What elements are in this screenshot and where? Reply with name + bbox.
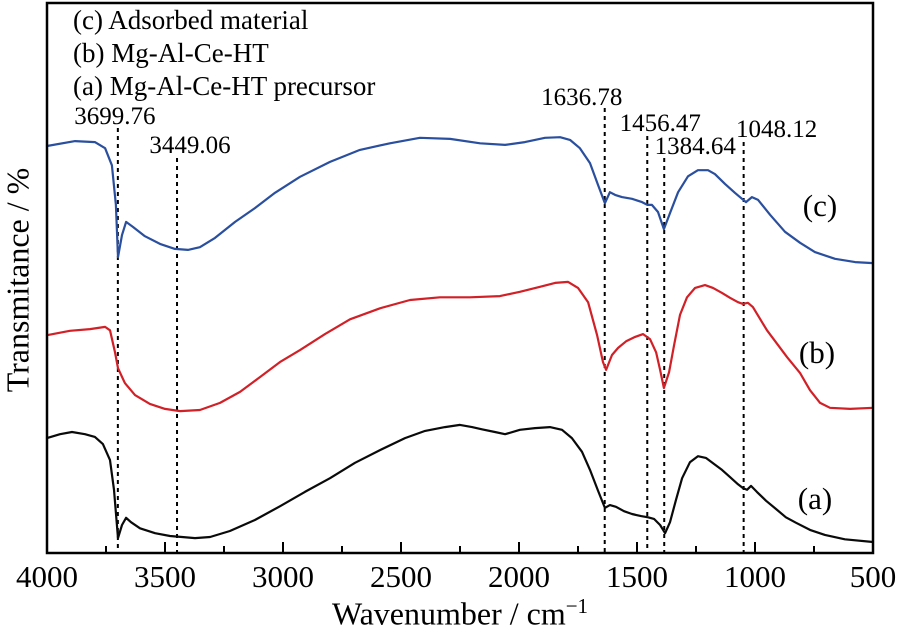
plot-frame — [45, 1, 875, 555]
spectrum-curve-c — [45, 136, 875, 265]
spectrum-curve-a — [45, 423, 875, 544]
spectrum-curve-b — [45, 280, 875, 413]
